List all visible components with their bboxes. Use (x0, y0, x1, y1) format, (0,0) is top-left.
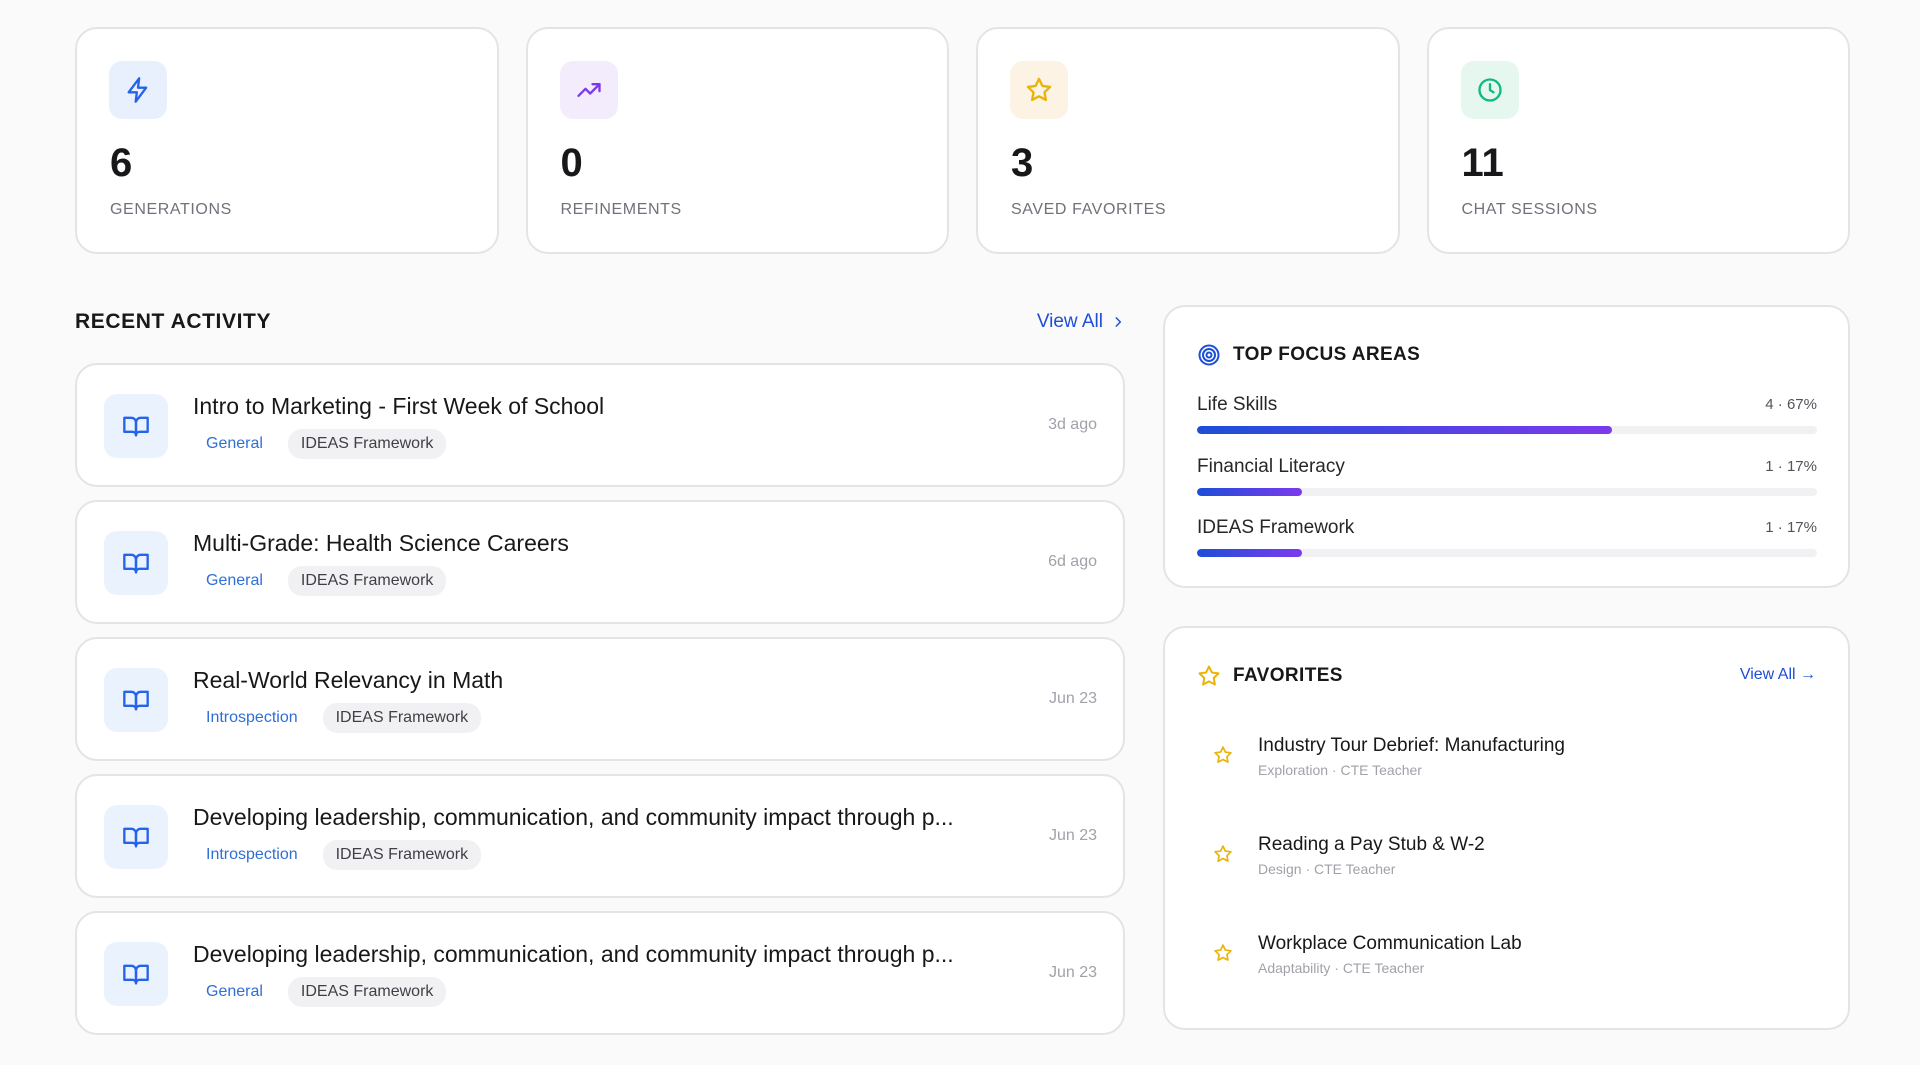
favorite-subtitle: Design · CTE Teacher (1258, 861, 1396, 877)
favorite-subtitle: Exploration · CTE Teacher (1258, 762, 1422, 778)
favorite-subtitle: Adaptability · CTE Teacher (1258, 960, 1425, 976)
progress-fill (1197, 488, 1303, 496)
focus-area-row: IDEAS Framework 1 · 17% (1197, 517, 1817, 557)
progress-track (1197, 549, 1817, 557)
framework-tag: IDEAS Framework (287, 429, 447, 459)
activity-item[interactable]: Developing leadership, communication, an… (75, 911, 1125, 1035)
book-icon (104, 531, 168, 595)
activity-title: Developing leadership, communication, an… (193, 941, 954, 967)
favorite-title: Industry Tour Debrief: Manufacturing (1258, 735, 1565, 756)
activity-time: Jun 23 (1048, 690, 1097, 707)
stat-value: 3 (1011, 141, 1034, 185)
stat-value: 11 (1461, 141, 1504, 185)
favorites-panel: FAVORITES View All → Industry Tour Debri… (1163, 626, 1850, 1030)
framework-tag: IDEAS Framework (287, 566, 447, 596)
activity-title: Developing leadership, communication, an… (193, 804, 954, 830)
target-icon (1198, 344, 1220, 366)
category-tag: General (206, 572, 263, 589)
stat-card-refinements: 0 REFINEMENTS (525, 27, 949, 254)
clock-icon (1460, 61, 1519, 119)
stat-label: REFINEMENTS (560, 201, 682, 218)
activity-title: Intro to Marketing - First Week of Schoo… (193, 393, 605, 419)
book-icon (104, 805, 168, 869)
favorite-title: Workplace Communication Lab (1258, 933, 1522, 954)
activity-item[interactable]: Real-World Relevancy in Math Introspecti… (75, 637, 1125, 761)
stat-label: CHAT SESSIONS (1461, 201, 1598, 218)
bolt-icon (109, 61, 167, 119)
recent-activity-list: Intro to Marketing - First Week of Schoo… (75, 363, 1125, 1048)
activity-time: Jun 23 (1048, 964, 1097, 981)
recent-activity-header: RECENT ACTIVITY View All (75, 306, 1125, 338)
focus-areas-title: TOP FOCUS AREAS (1233, 344, 1421, 365)
view-all-label: View All (1036, 311, 1103, 332)
stat-card-chat-sessions: 11 CHAT SESSIONS (1426, 27, 1850, 254)
framework-tag: IDEAS Framework (287, 977, 447, 1007)
focus-area-stat: 1 · 17% (1765, 458, 1817, 475)
activity-item[interactable]: Multi-Grade: Health Science Careers Gene… (75, 500, 1125, 624)
focus-area-stat: 4 · 67% (1765, 396, 1817, 413)
top-focus-areas-panel: TOP FOCUS AREAS Life Skills 4 · 67% Fina… (1163, 305, 1850, 588)
activity-item[interactable]: Intro to Marketing - First Week of Schoo… (75, 363, 1125, 487)
favorites-view-all-link[interactable]: View All → (1739, 666, 1816, 683)
activity-title: Real-World Relevancy in Math (193, 667, 504, 693)
focus-area-stat: 1 · 17% (1765, 519, 1817, 536)
star-icon (1010, 61, 1068, 119)
book-icon (104, 942, 168, 1006)
star-icon (1198, 665, 1220, 686)
favorites-title: FAVORITES (1233, 665, 1343, 686)
category-tag: General (206, 983, 263, 1000)
stat-value: 0 (560, 141, 583, 185)
progress-fill (1197, 426, 1613, 434)
progress-fill (1197, 549, 1303, 557)
focus-area-name: Life Skills (1197, 394, 1278, 415)
category-tag: Introspection (206, 709, 298, 726)
framework-tag: IDEAS Framework (322, 840, 482, 870)
trending-up-icon (559, 61, 618, 119)
progress-track (1197, 488, 1817, 496)
category-tag: Introspection (206, 846, 298, 863)
book-icon (104, 394, 168, 458)
stat-card-generations: 6 GENERATIONS (75, 27, 499, 254)
stat-value: 6 (110, 141, 133, 185)
focus-area-row: Financial Literacy 1 · 17% (1197, 456, 1817, 496)
activity-time: Jun 23 (1048, 827, 1097, 844)
stats-row: 6 GENERATIONS 0 REFINEMENTS 3 SAVED FAVO… (75, 27, 1850, 254)
stat-card-saved-favorites: 3 SAVED FAVORITES (976, 27, 1400, 254)
activity-time: 6d ago (1048, 553, 1097, 570)
focus-area-name: Financial Literacy (1197, 456, 1345, 477)
book-icon (104, 668, 168, 732)
category-tag: General (206, 435, 263, 452)
star-icon (1214, 944, 1232, 961)
focus-area-row: Life Skills 4 · 67% (1197, 394, 1817, 434)
recent-activity-title: RECENT ACTIVITY (75, 310, 272, 333)
star-icon (1214, 746, 1232, 763)
activity-item[interactable]: Developing leadership, communication, an… (75, 774, 1125, 898)
star-icon (1214, 845, 1232, 862)
framework-tag: IDEAS Framework (322, 703, 482, 733)
stat-label: SAVED FAVORITES (1011, 201, 1167, 218)
progress-track (1197, 426, 1817, 434)
chevron-right-icon (1115, 317, 1122, 327)
recent-activity-view-all-link[interactable]: View All (1037, 311, 1125, 333)
favorite-title: Reading a Pay Stub & W-2 (1258, 834, 1485, 855)
activity-time: 3d ago (1048, 416, 1097, 433)
activity-title: Multi-Grade: Health Science Careers (193, 530, 569, 556)
stat-label: GENERATIONS (110, 201, 232, 218)
focus-area-name: IDEAS Framework (1197, 517, 1355, 538)
